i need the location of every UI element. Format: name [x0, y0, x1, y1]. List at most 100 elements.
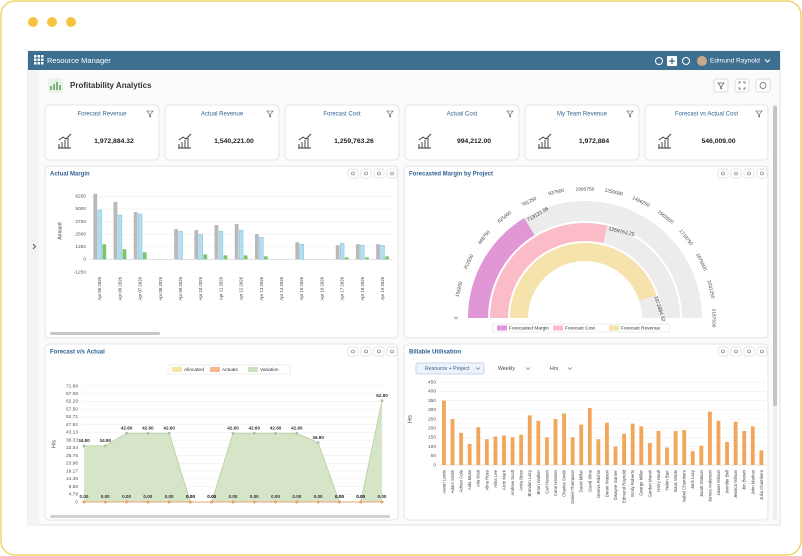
refresh-button[interactable]	[755, 78, 771, 93]
point	[380, 500, 384, 504]
settings-icon[interactable]	[682, 57, 690, 65]
x-tick-label: Carl Hansen	[544, 469, 549, 493]
fullscreen-button[interactable]	[734, 78, 750, 93]
bar	[194, 230, 199, 260]
panel-tool-button[interactable]	[730, 346, 742, 357]
panel-tool-button[interactable]	[373, 346, 385, 357]
sidebar-toggle[interactable]	[32, 243, 37, 250]
panel-tool-button[interactable]	[730, 168, 742, 179]
x-tick-label: Jennifer Bell	[725, 470, 730, 494]
x-tick-label: Apr 08 2026	[158, 276, 163, 300]
user-menu-chevron[interactable]	[764, 59, 771, 63]
data-label: 0.00	[101, 494, 110, 499]
panel-tool-button[interactable]	[756, 346, 768, 357]
data-label: 0.00	[165, 494, 174, 499]
h-scrollbar[interactable]	[50, 332, 160, 335]
kpi-icon	[178, 133, 192, 149]
kpi-filter-icon[interactable]	[626, 110, 634, 118]
panel-tool-button[interactable]	[743, 346, 755, 357]
kpi-icon	[58, 133, 72, 149]
kpi-filter-icon[interactable]	[266, 110, 274, 118]
panel-tool-icon	[364, 171, 368, 176]
x-tick-label: George Miller	[639, 469, 644, 495]
panel-tool-icon	[377, 349, 381, 354]
y-axis-label: Amount	[57, 222, 63, 240]
sidebar	[28, 70, 39, 525]
panel-tool-button[interactable]	[360, 346, 372, 357]
kpi-card	[524, 104, 640, 161]
kpi-filter-icon[interactable]	[755, 110, 763, 118]
panel-tool-button[interactable]	[347, 168, 359, 179]
panel-tool-button[interactable]	[717, 346, 729, 357]
y-tick-label: -1250	[74, 269, 87, 275]
kpi-filter-icon[interactable]	[386, 110, 394, 118]
panel-tool-button[interactable]	[756, 168, 768, 179]
dropdown-label[interactable]: Hrs	[550, 366, 558, 372]
x-tick-label: Isabel Chambers	[682, 470, 687, 502]
x-tick-label: Aaron Lewis	[441, 470, 446, 494]
y-tick-label: 28.75	[66, 453, 78, 459]
menu-grid-icon[interactable]	[34, 55, 44, 65]
y-tick-label: 250	[428, 416, 436, 422]
h-scrollbar[interactable]	[50, 515, 390, 518]
kpi-value: 1,972,884.32	[94, 138, 134, 145]
panel-tool-icon	[351, 349, 355, 354]
user-avatar[interactable]	[697, 56, 707, 66]
kpi-filter-icon[interactable]	[146, 110, 154, 118]
y-tick-label: 71.88	[66, 383, 78, 389]
dropdown[interactable]	[415, 362, 485, 375]
point	[231, 431, 235, 435]
x-tick-label: Jason Wilson	[716, 469, 721, 495]
bar	[254, 234, 259, 260]
theme-icon[interactable]	[655, 57, 663, 65]
bar	[476, 427, 481, 465]
bar	[459, 432, 464, 465]
point	[338, 500, 341, 504]
dropdown-label[interactable]: Resource + Project	[425, 366, 470, 372]
data-label: 42.60	[227, 425, 239, 430]
point	[189, 500, 192, 504]
y-tick-label: 67.08	[66, 391, 78, 397]
panel-tool-button[interactable]	[373, 168, 385, 179]
panel-tool-button[interactable]	[360, 168, 372, 179]
kpi-icon	[298, 133, 312, 149]
dropdown-label[interactable]: Weekly	[498, 366, 515, 372]
x-tick-label: Harry Hoult	[656, 469, 661, 492]
x-tick-label: Apr 17 2026	[340, 276, 345, 300]
y-tick-label: 3750	[75, 219, 86, 225]
dropdown[interactable]	[546, 363, 576, 374]
point	[359, 500, 363, 504]
x-tick-label: Apr 15 2026	[299, 276, 304, 300]
scrollbar-thumb[interactable]	[773, 106, 777, 406]
point	[231, 500, 235, 504]
y-tick-label: 57.50	[66, 406, 78, 412]
app-header	[28, 51, 780, 70]
filter-button[interactable]	[713, 78, 729, 93]
user-name[interactable]: Edmund Raynold	[710, 58, 760, 65]
panel-tool-button[interactable]	[386, 168, 398, 179]
dropdown-chevron	[567, 367, 573, 370]
data-label: 42.60	[291, 425, 303, 430]
panel-tool-icon	[747, 349, 751, 354]
legend-label: Actuals	[222, 367, 238, 373]
window-dot	[47, 17, 57, 27]
panel-tool-button[interactable]	[717, 168, 729, 179]
kpi-value: 1,259,763.26	[334, 138, 374, 145]
panel-tool-button[interactable]	[386, 346, 398, 357]
panel-tool-button[interactable]	[743, 168, 755, 179]
bar	[699, 445, 704, 465]
gauge-tick-label: 156250	[455, 281, 464, 298]
panel-tool-button[interactable]	[347, 346, 359, 357]
legend-swatch	[553, 325, 563, 331]
bar	[733, 421, 738, 465]
y-tick-label: 33.54	[66, 445, 78, 451]
kpi-title: Actual Cost	[447, 112, 478, 118]
data-label: 42.60	[249, 425, 261, 430]
x-tick-label: Daniel Thompson	[570, 469, 575, 503]
data-label: 0.00	[271, 494, 280, 499]
kpi-filter-icon[interactable]	[506, 110, 514, 118]
dropdown[interactable]	[494, 363, 534, 374]
x-tick-label: Anita Bose	[519, 469, 524, 490]
y-tick-label: 9.58	[69, 484, 79, 490]
